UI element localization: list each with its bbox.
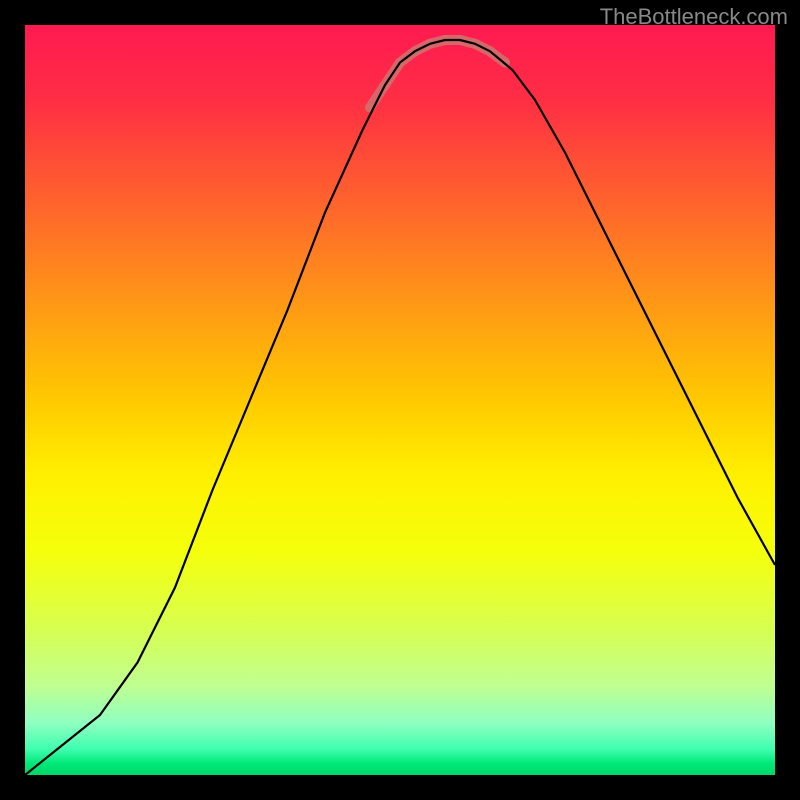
bottleneck-chart xyxy=(25,25,775,775)
watermark-text: TheBottleneck.com xyxy=(600,4,788,30)
chart-svg xyxy=(25,25,775,775)
